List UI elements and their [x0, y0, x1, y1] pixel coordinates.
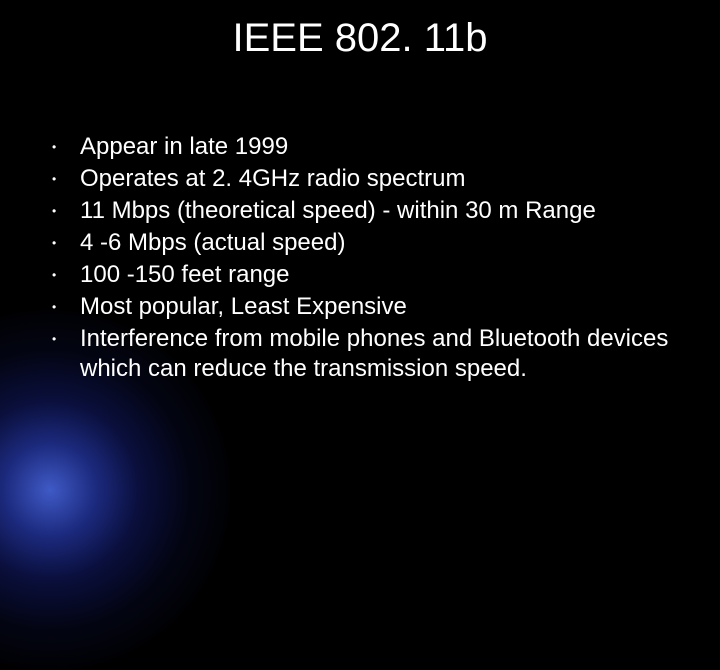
list-item-text: Most popular, Least Expensive: [80, 292, 680, 322]
list-item: • 100 -150 feet range: [50, 260, 680, 290]
list-item-text: Operates at 2. 4GHz radio spectrum: [80, 164, 680, 194]
bullet-list: • Appear in late 1999 • Operates at 2. 4…: [50, 132, 680, 386]
bullet-icon: •: [50, 260, 80, 290]
slide-title: IEEE 802. 11b: [0, 16, 720, 61]
list-item-text: 11 Mbps (theoretical speed) - within 30 …: [80, 196, 680, 226]
list-item-text: Interference from mobile phones and Blue…: [80, 324, 680, 384]
list-item: • Appear in late 1999: [50, 132, 680, 162]
bullet-icon: •: [50, 164, 80, 194]
bullet-icon: •: [50, 292, 80, 322]
list-item-text: 100 -150 feet range: [80, 260, 680, 290]
list-item-text: Appear in late 1999: [80, 132, 680, 162]
bullet-icon: •: [50, 132, 80, 162]
list-item: • Interference from mobile phones and Bl…: [50, 324, 680, 384]
bullet-icon: •: [50, 228, 80, 258]
list-item-text: 4 -6 Mbps (actual speed): [80, 228, 680, 258]
bullet-icon: •: [50, 324, 80, 354]
list-item: • Most popular, Least Expensive: [50, 292, 680, 322]
list-item: • 11 Mbps (theoretical speed) - within 3…: [50, 196, 680, 226]
list-item: • Operates at 2. 4GHz radio spectrum: [50, 164, 680, 194]
bullet-icon: •: [50, 196, 80, 226]
list-item: • 4 -6 Mbps (actual speed): [50, 228, 680, 258]
